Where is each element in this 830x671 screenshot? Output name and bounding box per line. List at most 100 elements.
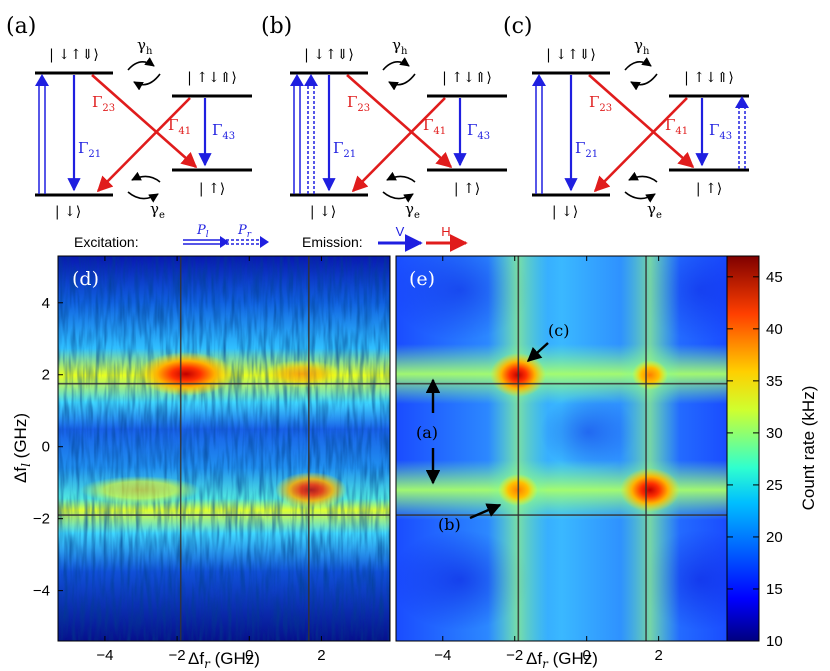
state-upper-left: | ↓↑⇓⟩ xyxy=(49,47,99,63)
state-upper-left: | ↓↑⇓⟩ xyxy=(304,47,354,63)
annotation-b-arrow xyxy=(469,503,502,520)
rate-gamma-23: Γ23 xyxy=(589,93,612,114)
rate-small-gamma-e: γe xyxy=(405,200,420,221)
annotation-a: (a) xyxy=(416,423,438,442)
hotspot-d-2 xyxy=(275,472,347,508)
spin-flip-arrows-h xyxy=(127,57,161,91)
state-lower-right: | ↑⟩ xyxy=(454,181,480,197)
spin-flip-arrows-e xyxy=(127,171,161,203)
state-upper-right: | ↑↓⇑⟩ xyxy=(442,70,492,86)
rate-small-gamma-h: γh xyxy=(634,36,650,57)
x-tick-label: 2 xyxy=(317,647,325,664)
excitation-label: Excitation: xyxy=(74,234,139,250)
hotspot-d-1 xyxy=(138,352,234,396)
colorbar-tick-label: 45 xyxy=(766,269,783,286)
colorbar-tick-label: 25 xyxy=(766,477,783,494)
guide-lines-e xyxy=(396,256,727,641)
excitation-pl-arrow: Pl xyxy=(183,223,229,248)
spin-flip-arrows-e xyxy=(382,171,416,203)
axis-ticks-d: −4 −2 0 2 −4 −2 0 2 4 xyxy=(33,256,326,664)
state-lower-left: | ↓⟩ xyxy=(310,204,336,220)
axis-ticks-e: −4 −2 0 2 xyxy=(434,256,663,664)
emission-h-23 xyxy=(91,74,198,169)
y-tick-label: 0 xyxy=(42,439,50,456)
guide-lines-d xyxy=(58,256,390,641)
rate-gamma-41: Γ41 xyxy=(665,116,688,137)
emission-h-41 xyxy=(351,97,446,193)
pl-label: P xyxy=(196,223,206,238)
y-tick-label: −4 xyxy=(33,583,50,600)
rate-gamma-43: Γ43 xyxy=(212,121,235,142)
rate-small-gamma-e: γe xyxy=(647,200,662,221)
state-lower-right: | ↑⟩ xyxy=(199,181,225,197)
panel-label: (c) xyxy=(503,14,533,39)
legend-row: Excitation: Pl Pr Emission: V H xyxy=(74,223,468,252)
x-tick-label: 2 xyxy=(654,647,662,664)
level-panel-2: (b) | ↓↑⇓⟩ | ↑↓⇑⟩ | ↓⟩ | ↑⟩ Γ23 Γ41 Γ21 Γ43 γh γe xyxy=(261,14,507,221)
excitation-arrow-pl xyxy=(290,74,304,194)
rate-small-gamma-e: γe xyxy=(150,200,165,221)
y-tick-label: −2 xyxy=(33,511,50,528)
colorbar-tick-label: 35 xyxy=(766,373,783,390)
annotation-c: (c) xyxy=(548,321,569,340)
excitation-arrow-pr xyxy=(304,74,318,194)
colorbar-tick-label: 15 xyxy=(766,581,783,598)
rate-gamma-21: Γ21 xyxy=(333,139,356,160)
y-tick-label: 4 xyxy=(42,295,50,312)
excitation-pr-arrow: Pr xyxy=(226,223,269,248)
spin-flip-arrows-h xyxy=(624,57,658,91)
rate-gamma-43: Γ43 xyxy=(467,121,490,142)
panel-label-d: (d) xyxy=(72,268,99,290)
svg-text:Pr: Pr xyxy=(237,223,252,240)
emission-h-23 xyxy=(588,74,695,169)
pr-label: P xyxy=(237,223,247,238)
state-upper-left: | ↓↑⇓⟩ xyxy=(546,47,596,63)
level-panel-1: (a) | ↓↑⇓⟩ | ↑↓⇑⟩ | ↓⟩ | ↑⟩ Γ23 Γ41 Γ21 Γ43 γh γe xyxy=(6,14,252,221)
colorbar-tick-label: 30 xyxy=(766,425,783,442)
heatmap-panel-e: (e) (c) (a) (b) −4 −2 0 2 Δfr (GHz) xyxy=(395,255,728,671)
rate-gamma-21: Γ21 xyxy=(575,139,598,160)
x-axis-label-e: Δfr (GHz) xyxy=(526,649,598,671)
panel-label: (a) xyxy=(6,14,36,39)
rate-small-gamma-h: γh xyxy=(137,36,153,57)
x-tick-label: −4 xyxy=(96,647,113,664)
excitation-arrow-pl xyxy=(35,74,49,194)
rate-gamma-41: Γ41 xyxy=(423,116,446,137)
annotation-c-arrow xyxy=(526,342,549,362)
spin-flip-arrows-h xyxy=(382,57,416,91)
colorbar-ticks: 10 15 20 25 30 35 40 45 xyxy=(727,269,783,650)
rate-small-gamma-h: γh xyxy=(392,36,408,57)
rate-gamma-21: Γ21 xyxy=(78,139,101,160)
state-upper-right: | ↑↓⇑⟩ xyxy=(187,70,237,86)
colorbar-tick-label: 20 xyxy=(766,529,783,546)
state-lower-right: | ↑⟩ xyxy=(696,181,722,197)
energy-level-diagrams: (a)| ↓↑⇓⟩| ↑↓⇑⟩| ↓⟩| ↑⟩Γ23Γ41Γ21Γ43γhγe(… xyxy=(6,14,749,221)
x-tick-label: −2 xyxy=(169,647,186,664)
state-lower-left: | ↓⟩ xyxy=(552,204,578,220)
annotation-b: (b) xyxy=(438,515,461,534)
rate-gamma-23: Γ23 xyxy=(347,93,370,114)
pr-sub: r xyxy=(247,230,252,240)
rate-gamma-43: Γ43 xyxy=(709,121,732,142)
x-tick-label: 0 xyxy=(583,647,591,664)
emission-h-41 xyxy=(96,97,191,193)
heatmap-panel-d: (d) −4 −2 0 2 −4 −2 0 2 4 Δfl (GHz) Δfr (GHz) xyxy=(11,255,391,671)
emission-h-23 xyxy=(346,74,453,169)
excitation-arrow-pl xyxy=(532,74,546,194)
x-tick-label: −4 xyxy=(434,647,451,664)
rate-gamma-23: Γ23 xyxy=(92,93,115,114)
pl-sub: l xyxy=(206,230,209,240)
x-tick-label: 0 xyxy=(245,647,253,664)
colorbar-tick-label: 10 xyxy=(766,633,783,650)
svg-text:Pl: Pl xyxy=(196,223,209,240)
colorbar: 10 15 20 25 30 35 40 45 Count rate (kHz) xyxy=(726,255,818,650)
emission-label: Emission: xyxy=(302,234,363,250)
spin-flip-arrows-e xyxy=(624,171,658,203)
y-tick-label: 2 xyxy=(42,367,50,384)
emission-h-41 xyxy=(593,97,688,193)
x-axis-label-d: Δfr (GHz) xyxy=(188,649,260,671)
hotspot-e-right xyxy=(620,468,680,512)
rate-gamma-41: Γ41 xyxy=(168,116,191,137)
state-lower-left: | ↓⟩ xyxy=(55,204,81,220)
